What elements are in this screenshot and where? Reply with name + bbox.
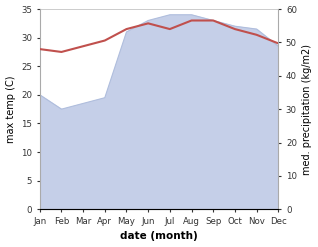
Y-axis label: max temp (C): max temp (C) xyxy=(5,75,16,143)
X-axis label: date (month): date (month) xyxy=(120,231,198,242)
Y-axis label: med. precipitation (kg/m2): med. precipitation (kg/m2) xyxy=(302,44,313,175)
